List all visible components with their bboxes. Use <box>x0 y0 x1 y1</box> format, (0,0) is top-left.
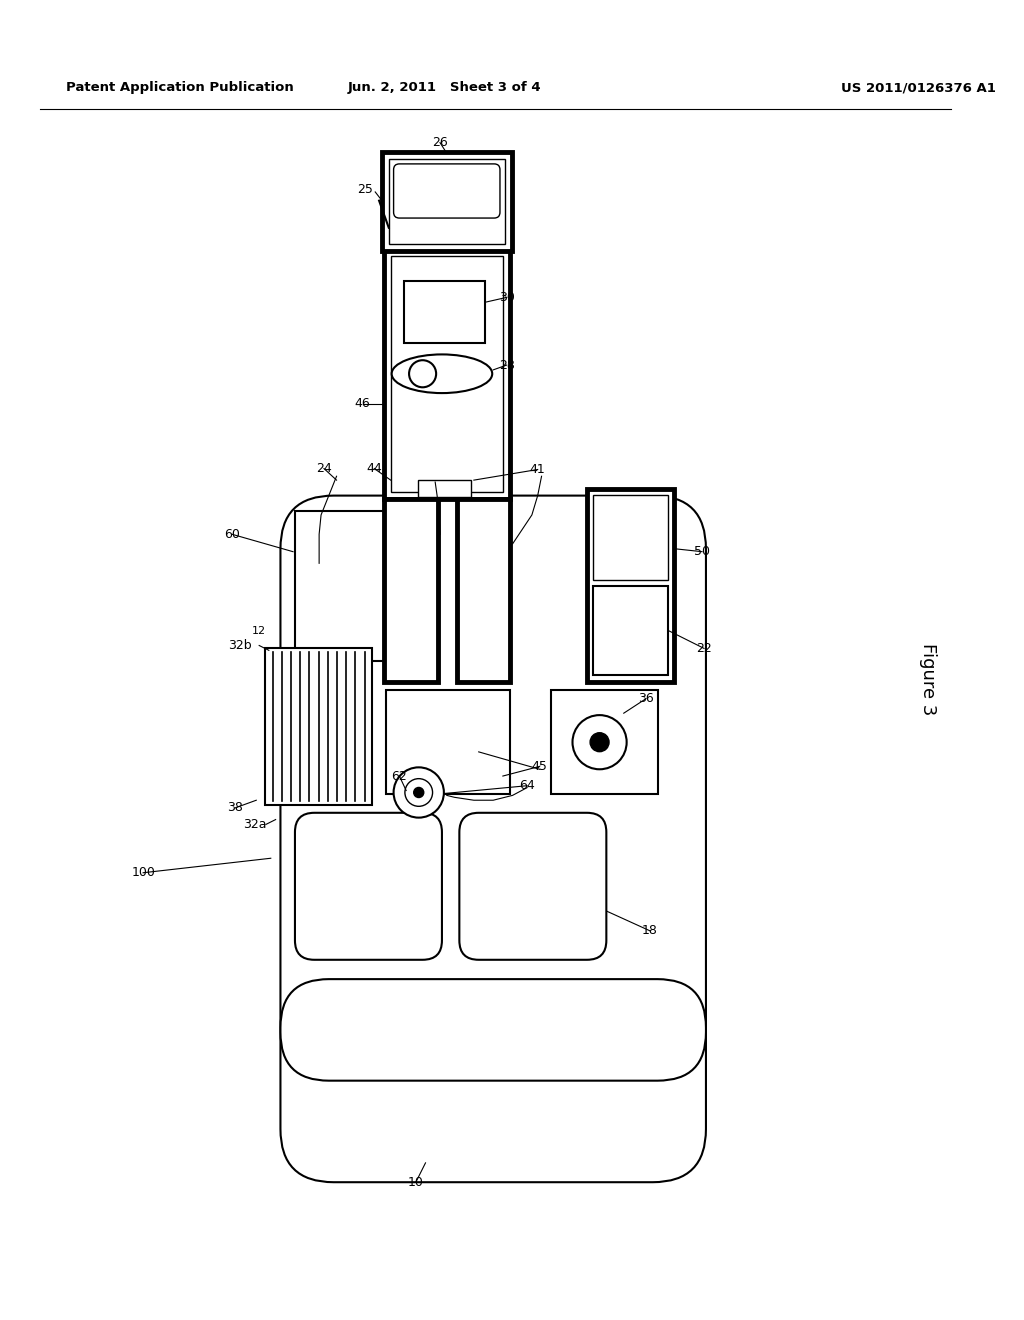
FancyBboxPatch shape <box>460 813 606 960</box>
Bar <box>391 256 503 492</box>
Bar <box>384 499 438 682</box>
Bar <box>593 495 669 579</box>
FancyBboxPatch shape <box>281 979 706 1081</box>
Bar <box>404 281 485 343</box>
Bar <box>265 648 373 805</box>
Text: 10: 10 <box>408 1176 424 1189</box>
Bar <box>384 249 510 499</box>
Text: 44: 44 <box>367 462 382 475</box>
Text: 38: 38 <box>227 801 243 814</box>
Text: 28: 28 <box>499 359 515 371</box>
Text: 46: 46 <box>354 397 371 411</box>
Text: 22: 22 <box>696 642 712 655</box>
Text: Jun. 2, 2011   Sheet 3 of 4: Jun. 2, 2011 Sheet 3 of 4 <box>348 81 542 94</box>
Bar <box>386 690 510 795</box>
Bar <box>418 480 471 496</box>
Text: 41: 41 <box>529 463 546 477</box>
Text: 32b: 32b <box>228 639 252 652</box>
Bar <box>593 586 669 675</box>
Bar <box>458 499 510 682</box>
Circle shape <box>393 767 443 817</box>
Bar <box>551 690 657 795</box>
Text: 45: 45 <box>531 760 548 774</box>
Circle shape <box>572 715 627 770</box>
FancyBboxPatch shape <box>295 813 442 960</box>
Bar <box>382 152 512 251</box>
Text: 24: 24 <box>316 462 332 475</box>
Bar <box>295 511 391 661</box>
Text: 12: 12 <box>252 626 266 636</box>
Circle shape <box>404 779 432 807</box>
Text: 62: 62 <box>391 770 408 783</box>
Circle shape <box>590 733 609 751</box>
Text: Patent Application Publication: Patent Application Publication <box>66 81 294 94</box>
Ellipse shape <box>391 354 493 393</box>
FancyBboxPatch shape <box>393 164 500 218</box>
Text: 100: 100 <box>131 866 155 879</box>
Text: 18: 18 <box>642 924 657 937</box>
Bar <box>389 160 505 244</box>
Text: 26: 26 <box>432 136 447 149</box>
Text: 30: 30 <box>499 290 515 304</box>
Text: 36: 36 <box>638 692 654 705</box>
Text: 25: 25 <box>357 182 374 195</box>
Text: 60: 60 <box>224 528 240 541</box>
Circle shape <box>409 360 436 387</box>
Circle shape <box>414 788 424 797</box>
Text: US 2011/0126376 A1: US 2011/0126376 A1 <box>842 81 996 94</box>
Text: 32a: 32a <box>243 818 266 830</box>
Text: 64: 64 <box>519 779 535 792</box>
Text: Figure 3: Figure 3 <box>920 643 937 715</box>
Bar <box>587 488 674 682</box>
FancyBboxPatch shape <box>281 495 706 1183</box>
Text: 50: 50 <box>694 545 710 558</box>
